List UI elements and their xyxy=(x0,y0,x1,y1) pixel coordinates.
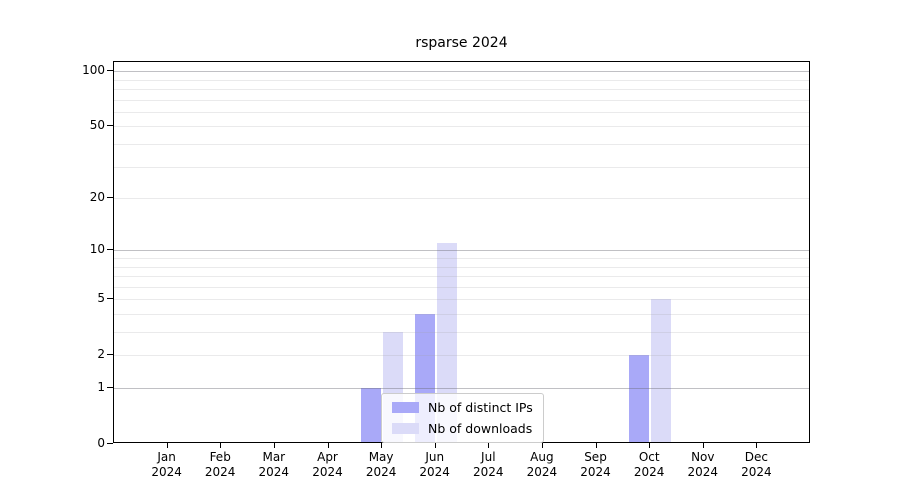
x-tick-month: Dec xyxy=(744,450,768,464)
x-tick-year: 2024 xyxy=(151,465,182,479)
x-tick-year: 2024 xyxy=(687,465,719,479)
x-tick-month: Apr xyxy=(317,450,338,464)
x-tick-mark-jul xyxy=(488,443,490,448)
x-tick-year: 2024 xyxy=(204,465,236,479)
bar-jun-downloads xyxy=(436,243,457,442)
legend-label-downloads: Nb of downloads xyxy=(428,421,533,436)
x-tick-label-may: May 2024 xyxy=(351,450,411,480)
x-tick-year: 2024 xyxy=(258,465,290,479)
x-tick-mark-jun xyxy=(434,443,436,448)
x-tick-label-mar: Mar 2024 xyxy=(244,450,304,480)
gridline-10 xyxy=(114,250,809,252)
x-tick-mark-feb xyxy=(220,443,222,448)
x-tick-label-feb: Feb 2024 xyxy=(190,450,250,480)
x-tick-month: Mar xyxy=(262,450,286,464)
gridline-60 xyxy=(114,111,809,113)
gridline-3 xyxy=(114,332,809,333)
y-tick-label-50: 50 xyxy=(89,118,105,133)
bar-oct-distinct-ips xyxy=(629,355,650,442)
x-tick-year: 2024 xyxy=(365,465,397,479)
x-tick-year: 2024 xyxy=(633,465,665,479)
y-tick-label-0: 0 xyxy=(97,436,105,450)
y-tick-label-20: 20 xyxy=(89,190,105,204)
x-tick-month: Oct xyxy=(638,450,660,464)
gridline-9 xyxy=(114,257,809,259)
x-tick-year: 2024 xyxy=(741,465,772,479)
x-tick-mark-may xyxy=(381,443,383,448)
y-tick-label-1: 1 xyxy=(97,380,105,394)
x-tick-mark-apr xyxy=(327,443,329,448)
x-tick-year: 2024 xyxy=(580,465,611,479)
x-tick-year: 2024 xyxy=(312,465,343,479)
x-tick-mark-sep xyxy=(595,443,597,448)
gridline-4 xyxy=(114,313,809,315)
legend-item-downloads: Nb of downloads xyxy=(392,421,533,436)
x-tick-mark-aug xyxy=(541,443,543,448)
legend-item-distinct-ips: Nb of distinct IPs xyxy=(392,400,533,415)
bar-oct-downloads xyxy=(651,299,672,442)
x-tick-label-apr: Apr 2024 xyxy=(298,450,358,480)
legend: Nb of distinct IPs Nb of downloads xyxy=(381,393,544,443)
x-tick-label-oct: Oct 2024 xyxy=(619,450,679,480)
x-tick-label-sep: Sep 2024 xyxy=(566,450,626,480)
gridline-100 xyxy=(114,71,809,73)
legend-swatch-downloads xyxy=(392,423,419,434)
y-tick-label-100: 100 xyxy=(82,63,105,78)
x-tick-month: Jan xyxy=(157,450,176,464)
legend-label-distinct-ips: Nb of distinct IPs xyxy=(428,400,533,415)
x-tick-year: 2024 xyxy=(526,465,558,479)
x-tick-month: Jun xyxy=(425,450,445,464)
chart-title: rsparse 2024 xyxy=(415,35,508,51)
gridline-2 xyxy=(114,355,809,357)
y-tick-label-2: 2 xyxy=(97,347,105,362)
gridline-20 xyxy=(114,198,809,199)
x-tick-month: Feb xyxy=(209,450,231,464)
x-tick-label-aug: Aug 2024 xyxy=(512,450,572,480)
x-tick-label-nov: Nov 2024 xyxy=(673,450,733,480)
gridline-5 xyxy=(114,299,809,301)
x-tick-mark-dec xyxy=(756,443,758,448)
x-tick-mark-mar xyxy=(273,443,275,448)
gridline-40 xyxy=(114,143,809,145)
gridline-70 xyxy=(114,99,809,101)
x-tick-year: 2024 xyxy=(419,465,450,479)
legend-swatch-distinct-ips xyxy=(392,402,419,413)
gridline-50 xyxy=(114,126,809,128)
x-tick-label-jan: Jan 2024 xyxy=(137,450,197,480)
plot-area: Nb of distinct IPs Nb of downloads xyxy=(113,61,810,443)
gridline-8 xyxy=(114,266,809,268)
x-tick-mark-jan xyxy=(166,443,168,448)
gridline-90 xyxy=(114,79,809,81)
x-tick-mark-nov xyxy=(702,443,704,448)
x-tick-label-jun: Jun 2024 xyxy=(405,450,465,480)
y-tick-label-10: 10 xyxy=(89,242,105,257)
gridline-30 xyxy=(114,166,809,168)
x-tick-label-jul: Jul 2024 xyxy=(458,450,518,480)
y-tick-label-5: 5 xyxy=(97,291,105,306)
y-tick-mark-0 xyxy=(107,443,113,444)
x-tick-year: 2024 xyxy=(473,465,504,479)
x-tick-month: Sep xyxy=(584,450,607,464)
gridline-1 xyxy=(114,388,809,389)
gridline-7 xyxy=(114,276,809,277)
x-tick-month: Aug xyxy=(530,450,554,464)
x-tick-mark-oct xyxy=(649,443,651,448)
gridline-6 xyxy=(114,286,809,288)
gridline-80 xyxy=(114,88,809,90)
x-tick-month: May xyxy=(368,450,394,464)
x-tick-month: Jul xyxy=(481,450,496,464)
x-tick-month: Nov xyxy=(691,450,715,464)
bar-may-distinct-ips xyxy=(361,388,382,442)
x-tick-label-dec: Dec 2024 xyxy=(726,450,786,480)
